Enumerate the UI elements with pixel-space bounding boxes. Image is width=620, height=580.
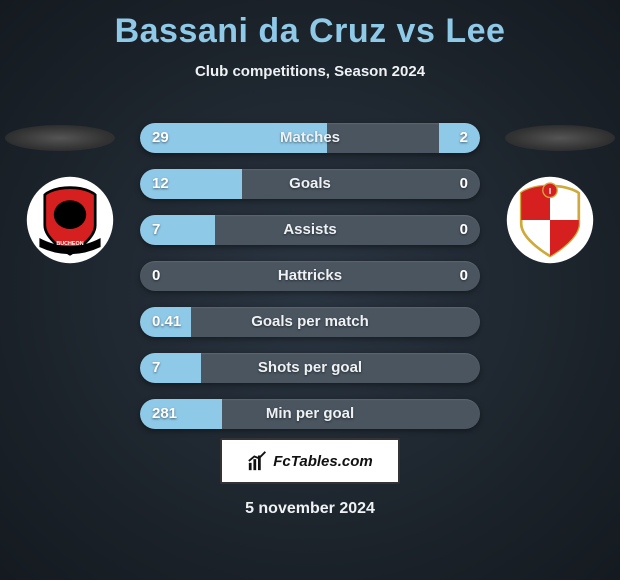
footer-logo-text: FcTables.com [273, 453, 372, 470]
bar-label: Matches [140, 123, 480, 153]
footer-date: 5 november 2024 [0, 500, 620, 518]
bar-assists: 7 Assists 0 [140, 215, 480, 245]
page-title: Bassani da Cruz vs Lee [0, 0, 620, 51]
crest-shadow-right [505, 125, 615, 151]
stats-bars: 29 Matches 2 12 Goals 0 7 Assists 0 0 Ha… [140, 123, 480, 445]
bar-label: Assists [140, 215, 480, 245]
crest-right-svg: I [505, 175, 595, 265]
bar-label: Goals [140, 169, 480, 199]
bar-value-right: 0 [460, 215, 468, 245]
svg-text:BUCHEON: BUCHEON [56, 241, 83, 247]
bar-label: Hattricks [140, 261, 480, 291]
club-crest-right: I [505, 175, 595, 265]
bar-min-per-goal: 281 Min per goal [140, 399, 480, 429]
bar-goals-per-match: 0.41 Goals per match [140, 307, 480, 337]
bar-goals: 12 Goals 0 [140, 169, 480, 199]
crest-shadow-left [5, 125, 115, 151]
bar-hattricks: 0 Hattricks 0 [140, 261, 480, 291]
bar-label: Shots per goal [140, 353, 480, 383]
page-subtitle: Club competitions, Season 2024 [0, 63, 620, 80]
bar-matches: 29 Matches 2 [140, 123, 480, 153]
club-crest-left: BUCHEON [25, 175, 115, 265]
bar-value-right: 0 [460, 169, 468, 199]
svg-text:I: I [549, 187, 551, 196]
footer-logo[interactable]: FcTables.com [220, 438, 400, 484]
chart-icon [247, 450, 269, 472]
bar-shots-per-goal: 7 Shots per goal [140, 353, 480, 383]
bar-label: Min per goal [140, 399, 480, 429]
crest-left-svg: BUCHEON [25, 175, 115, 265]
bar-value-right: 2 [460, 123, 468, 153]
bar-label: Goals per match [140, 307, 480, 337]
bar-value-right: 0 [460, 261, 468, 291]
